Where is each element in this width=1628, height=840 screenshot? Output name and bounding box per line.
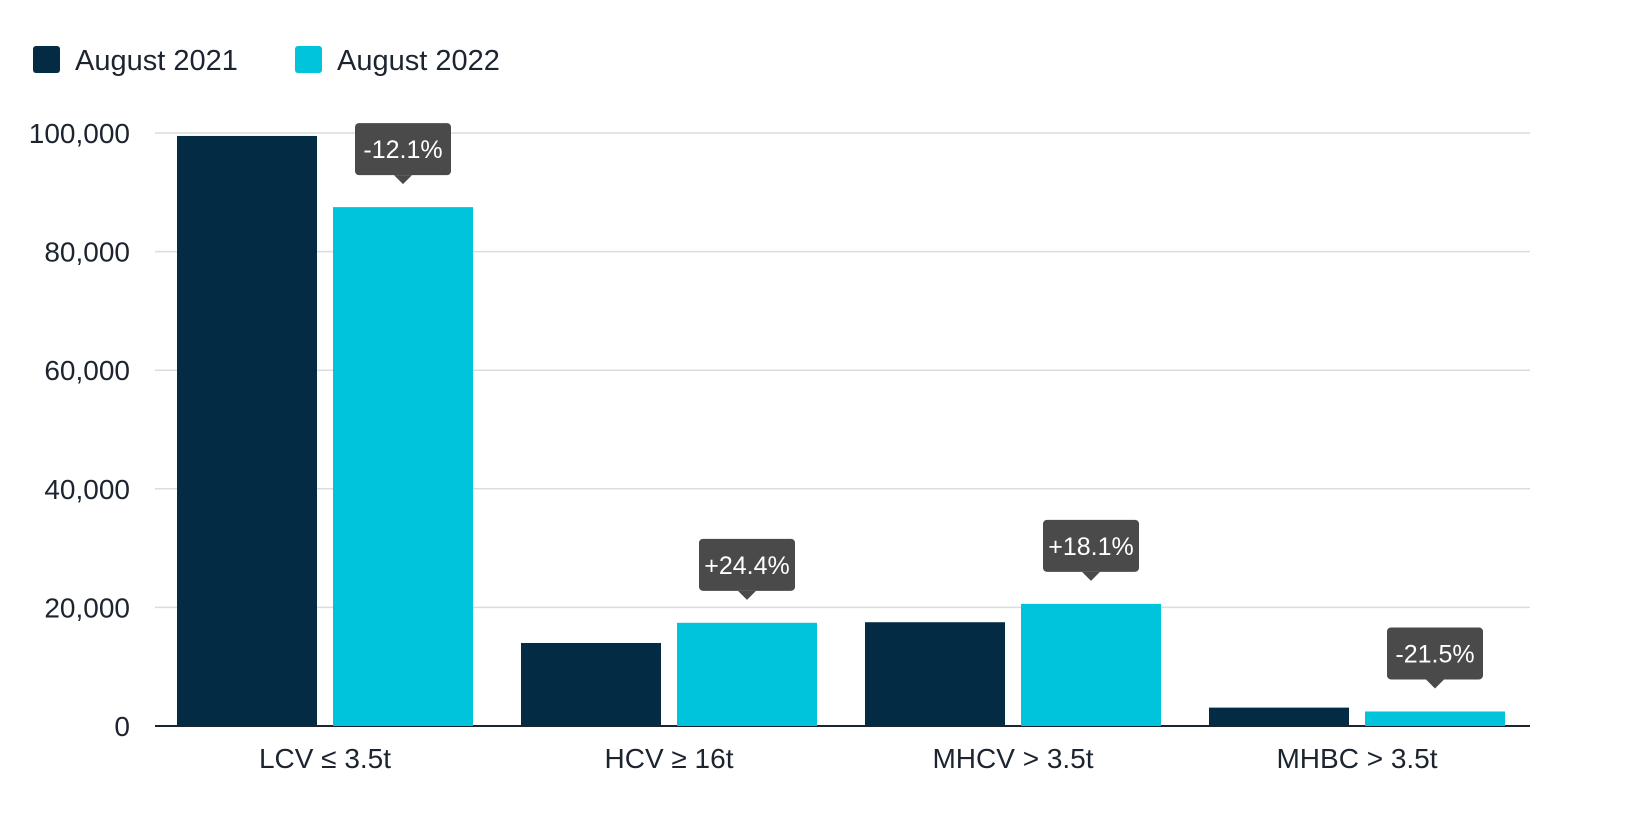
legend: August 2021 August 2022 [33, 45, 500, 77]
callout-pointer [738, 590, 756, 600]
callout-box [355, 123, 451, 176]
callout-pointer [1426, 679, 1444, 689]
x-category-label-mhcv-3-5t: MHCV > 3.5t [932, 743, 1093, 774]
y-tick-label: 100,000 [29, 118, 130, 149]
bar-august-2022-hcv-16t [677, 622, 817, 726]
bar-august-2021-mhbc-3-5t [1209, 707, 1349, 726]
bar-august-2021-lcv-3-5t [177, 135, 317, 727]
legend-label-august-2021: August 2021 [75, 45, 238, 77]
y-tick-label: 20,000 [44, 592, 130, 623]
change-callout-hcv-16t: +24.4% [699, 538, 795, 600]
x-axis-labels: LCV ≤ 3.5t HCV ≥ 16t MHCV > 3.5t MHBC > 3.5… [259, 743, 1438, 774]
change-callout-mhbc-3-5t: -21.5% [1387, 627, 1483, 689]
change-callouts: -12.1% +24.4% +18.1% -21.5% [355, 123, 1483, 689]
callout-label: +18.1% [1048, 533, 1134, 561]
bar-august-2021-hcv-16t [521, 642, 661, 726]
y-tick-label: 60,000 [44, 355, 130, 386]
y-tick-label: 0 [114, 711, 130, 742]
callout-box [1387, 627, 1483, 680]
change-callout-lcv-3-5t: -12.1% [355, 123, 451, 185]
callout-pointer [394, 175, 412, 185]
x-category-label-hcv-16t: HCV ≥ 16t [605, 743, 734, 774]
legend-label-august-2022: August 2022 [337, 45, 500, 77]
bar-august-2022-mhcv-3-5t [1021, 603, 1161, 726]
bar-august-2022-lcv-3-5t [333, 207, 473, 726]
y-tick-label: 40,000 [44, 474, 130, 505]
callout-box [1043, 519, 1139, 572]
x-category-label-lcv-3-5t: LCV ≤ 3.5t [259, 743, 391, 774]
bar-august-2022-mhbc-3-5t [1365, 711, 1505, 726]
legend-swatch-august-2021 [33, 46, 60, 73]
callout-label: +24.4% [704, 552, 790, 580]
bar-august-2021-mhcv-3-5t [865, 622, 1005, 726]
callout-label: -12.1% [363, 136, 442, 164]
x-category-label-mhbc-3-5t: MHBC > 3.5t [1276, 743, 1437, 774]
callout-label: -21.5% [1395, 640, 1474, 668]
callout-box [699, 538, 795, 591]
callout-pointer [1082, 571, 1100, 581]
y-tick-label: 80,000 [44, 237, 130, 268]
legend-swatch-august-2022 [295, 46, 322, 73]
y-axis-ticks: 0 20,000 40,000 60,000 80,000 100,000 [29, 118, 130, 742]
change-callout-mhcv-3-5t: +18.1% [1043, 519, 1139, 581]
bars [177, 135, 1505, 727]
